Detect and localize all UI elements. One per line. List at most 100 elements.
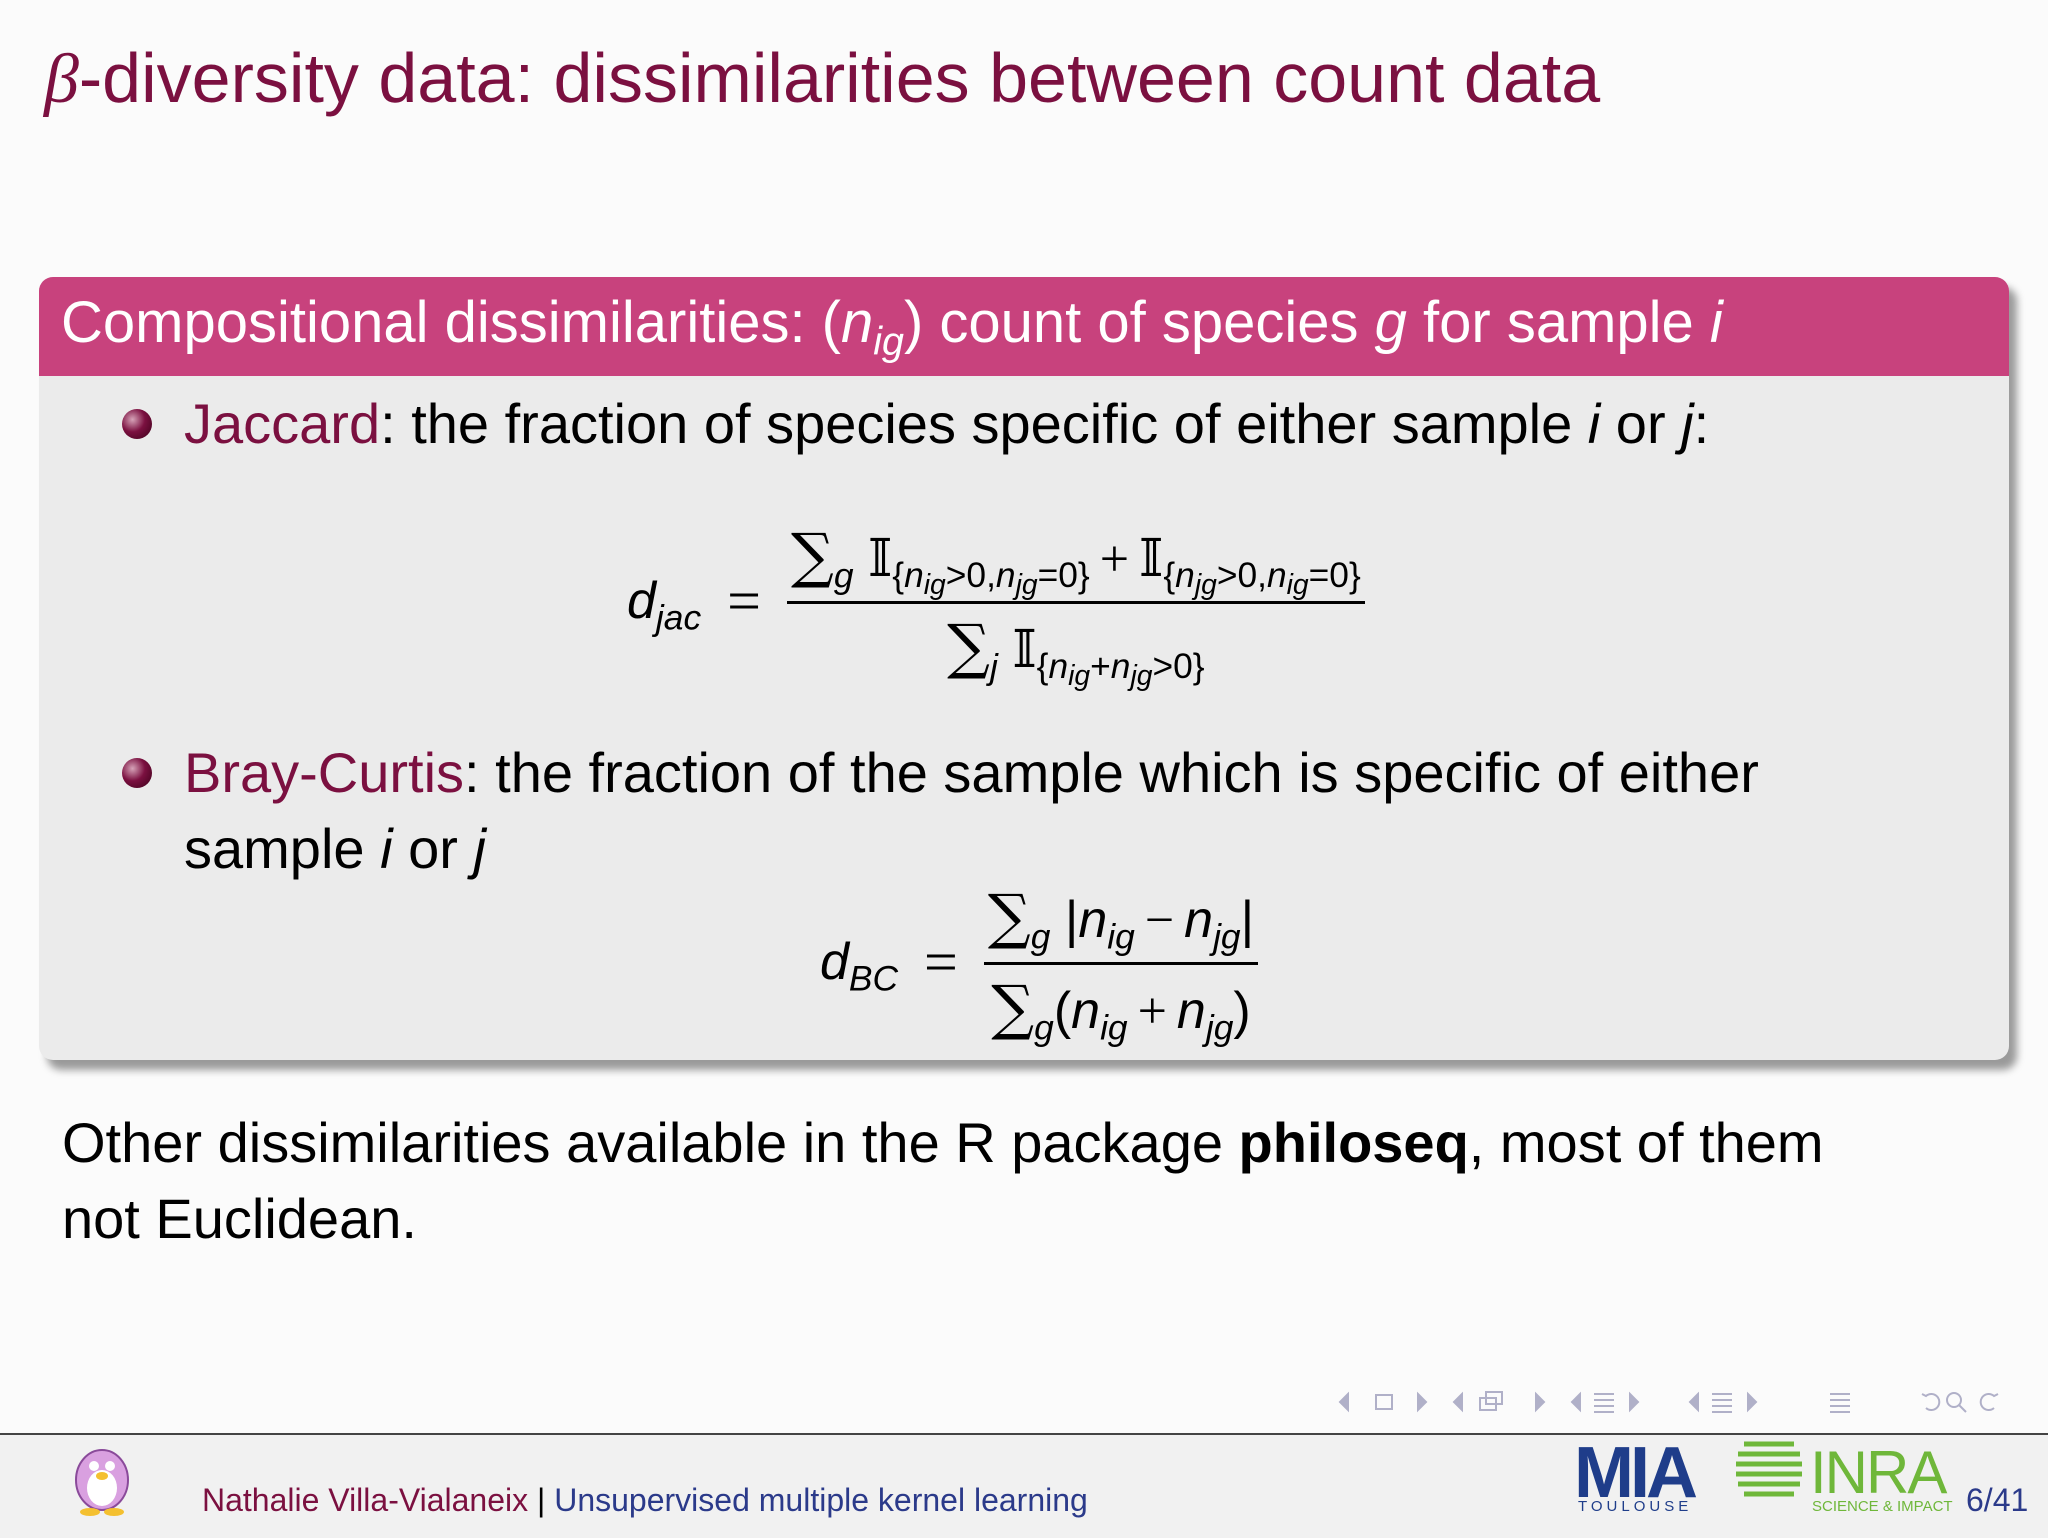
denominator: ∑g(nig + njg) (991, 965, 1251, 1045)
text: ig (873, 319, 904, 364)
nav-icon[interactable] (1417, 1391, 1428, 1413)
logo-mia: MIA (1574, 1433, 1698, 1513)
math: 𝕀 (867, 528, 893, 589)
math: jg (1213, 916, 1241, 956)
text: : (1693, 392, 1710, 455)
math: =0} (1308, 555, 1361, 595)
nav-icon[interactable] (1946, 1392, 1962, 1408)
math: ig (1107, 916, 1135, 956)
text: ) count of species (903, 290, 1375, 355)
math: n (1176, 981, 1206, 1040)
math: − (1144, 891, 1175, 949)
denominator: ∑j 𝕀{nig+njg>0} (947, 604, 1204, 690)
math: n (1266, 555, 1287, 595)
math: j (990, 646, 998, 686)
math: d (820, 933, 849, 991)
nav-icon[interactable] (1375, 1394, 1393, 1410)
numerator: ∑g 𝕀{nig>0,njg=0} + 𝕀{njg>0,nig=0} (786, 521, 1365, 604)
separator: | (528, 1482, 555, 1518)
text: , most of them (1468, 1111, 1824, 1174)
slide-title: β-diversity data: dissimilarities betwee… (44, 38, 1600, 120)
footer-text: Nathalie Villa-Vialaneix | Unsupervised … (202, 1482, 1088, 1519)
text: i (1709, 290, 1723, 355)
math: | (1064, 890, 1079, 949)
fraction: ∑g |nig − njg| ∑g(nig + njg) (983, 882, 1259, 1045)
nav-icon[interactable] (1570, 1391, 1581, 1413)
math: ig (923, 567, 946, 600)
jaccard-formula: djac = ∑g 𝕀{nig>0,njg=0} + 𝕀{njg>0,nig=0} … (627, 512, 1365, 690)
bullet (122, 409, 152, 439)
definition-block: Compositional dissimilarities: (nig) cou… (39, 277, 2009, 1060)
nav-icon (1485, 1391, 1503, 1405)
math: n (904, 555, 924, 595)
math: n (1184, 890, 1214, 949)
math: jg (1015, 567, 1038, 600)
math: { (892, 555, 905, 595)
nav-icon[interactable] (1338, 1391, 1349, 1413)
math: n (1175, 555, 1195, 595)
nav-icon[interactable] (1921, 1393, 1941, 1411)
navigation-bar (1338, 1391, 1999, 1413)
text: Compositional dissimilarities: ( (61, 290, 841, 355)
text: for sample (1406, 290, 1710, 355)
math: g (1030, 916, 1051, 956)
note: Other dissimilarities available in the R… (62, 1105, 1824, 1257)
math: = (924, 928, 958, 995)
math: BC (848, 959, 899, 999)
block-header: Compositional dissimilarities: (nig) cou… (39, 277, 2009, 376)
math: ig (1286, 567, 1309, 600)
nav-icon[interactable] (1979, 1393, 1999, 1411)
math: n (1071, 981, 1101, 1040)
nav-icon[interactable] (1688, 1391, 1699, 1413)
bray-curtis-formula: dBC = ∑g |nig − njg| ∑g(nig + njg) (820, 874, 1259, 1050)
math: 𝕀 (1012, 619, 1037, 680)
text: : the fraction of the sample which is sp… (464, 741, 1759, 804)
nav-icon[interactable] (1830, 1393, 1850, 1413)
math: >0, (1216, 555, 1267, 595)
math: >0, (945, 555, 996, 595)
bullet-item: Jaccard: the fraction of species specifi… (184, 386, 1709, 462)
math: 𝕀 (1139, 528, 1164, 589)
math: n (1110, 646, 1131, 686)
text: : the fraction of species specific of ei… (380, 392, 1588, 455)
math: n (1078, 890, 1108, 949)
nav-icon[interactable] (1594, 1393, 1614, 1413)
talk-title: Unsupervised multiple kernel learning (554, 1482, 1088, 1518)
author: Nathalie Villa-Vialaneix (202, 1482, 529, 1518)
bullet (122, 758, 152, 788)
text: j (473, 817, 486, 880)
nav-icon[interactable] (1452, 1391, 1463, 1413)
math: ) (1233, 981, 1251, 1040)
nav-icon[interactable] (1629, 1391, 1640, 1413)
bullet-item: Bray-Curtis: the fraction of the sample … (184, 735, 1759, 887)
title-symbol: β (44, 41, 79, 118)
math: ( (1053, 981, 1072, 1040)
math: = (727, 567, 761, 634)
math: { (1036, 646, 1049, 686)
math: >0} (1152, 646, 1205, 686)
nav-icon[interactable] (1747, 1391, 1758, 1413)
math: jg (1130, 658, 1153, 691)
text: n (841, 290, 874, 355)
inra-emblem (1736, 1441, 1802, 1497)
math: ig (1100, 1007, 1128, 1047)
nav-icon[interactable] (1535, 1391, 1546, 1413)
math: + (1099, 530, 1130, 588)
penguin-logo (75, 1449, 129, 1516)
text: g (1374, 290, 1407, 355)
math: ∑ (991, 972, 1035, 1043)
nav-icon[interactable] (1712, 1393, 1732, 1413)
math: g (833, 555, 854, 595)
math: jg (1205, 1007, 1234, 1047)
keyword: Jaccard (184, 392, 381, 455)
title-text: -diversity data: dissimilarities between… (78, 39, 1601, 117)
numerator: ∑g |nig − njg| (983, 882, 1259, 965)
math: jac (655, 598, 702, 638)
text: sample (184, 817, 381, 880)
footer (0, 1433, 2048, 1538)
text: not Euclidean. (62, 1187, 417, 1250)
text: Other dissimilarities available in the R… (62, 1111, 1239, 1174)
math: ig (1068, 658, 1091, 691)
math: ∑ (947, 611, 990, 682)
